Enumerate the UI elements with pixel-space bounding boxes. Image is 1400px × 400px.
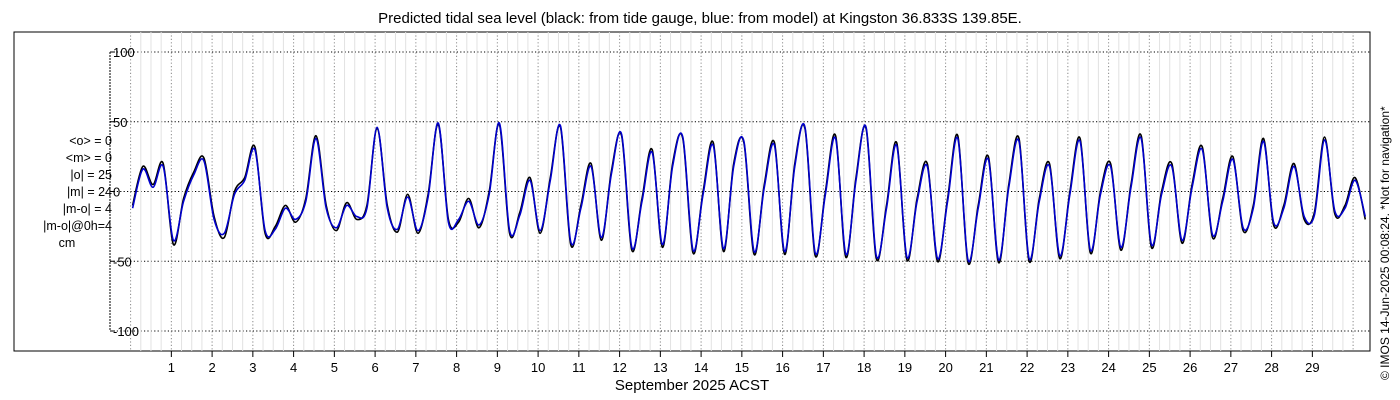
series-lines — [131, 122, 1367, 266]
x-tick-label: 9 — [494, 360, 501, 375]
x-tick-label: 16 — [775, 360, 789, 375]
y-tick-label: 100 — [113, 45, 135, 60]
stat-abs-obs: |o| = 25 — [70, 168, 112, 182]
x-tick-label: 29 — [1305, 360, 1319, 375]
x-tick-label: 21 — [979, 360, 993, 375]
x-tick-label: 17 — [816, 360, 830, 375]
y-axis: 100 50 0 -50 -100 — [109, 45, 139, 339]
stats-panel: <o> = 0 <m> = 0 |o| = 25 |m| = 24 |m-o| … — [22, 133, 112, 252]
x-tick-label: 20 — [938, 360, 952, 375]
x-tick-label: 7 — [412, 360, 419, 375]
y-tick-label: 0 — [113, 185, 120, 200]
chart-title: Predicted tidal sea level (black: from t… — [378, 10, 1022, 27]
x-axis: 1 2 3 4 5 6 7 8 9 10 11 12 13 14 15 16 17 18 19 20 21 22 23 24 2… — [168, 351, 1320, 375]
stat-abs-diff: |m-o| = 4 — [62, 202, 112, 216]
x-tick-label: 27 — [1224, 360, 1238, 375]
x-tick-label: 26 — [1183, 360, 1197, 375]
x-tick-label: 14 — [694, 360, 708, 375]
y-tick-label: -100 — [113, 324, 139, 339]
x-tick-label: 1 — [168, 360, 175, 375]
stat-abs-diff-0h: |m-o|@0h=4 — [43, 219, 112, 233]
x-tick-label: 2 — [208, 360, 215, 375]
x-tick-label: 25 — [1142, 360, 1156, 375]
x-tick-label: 19 — [898, 360, 912, 375]
stat-abs-model: |m| = 24 — [66, 185, 112, 199]
axes-frame — [13, 31, 1371, 352]
x-tick-label: 12 — [612, 360, 626, 375]
x-tick-label: 23 — [1061, 360, 1075, 375]
x-tick-label: 18 — [857, 360, 871, 375]
series-line-from-model — [131, 122, 1367, 263]
y-tick-label: -50 — [113, 254, 132, 269]
x-tick-label: 3 — [249, 360, 256, 375]
x-tick-label: 13 — [653, 360, 667, 375]
x-tick-label: 6 — [371, 360, 378, 375]
x-axis-label: September 2025 ACST — [615, 377, 769, 394]
x-tick-label: 28 — [1264, 360, 1278, 375]
stat-mean-model: <m> = 0 — [65, 151, 112, 165]
x-tick-label: 4 — [290, 360, 297, 375]
x-tick-label: 22 — [1020, 360, 1034, 375]
grid-lines — [110, 32, 1370, 351]
x-tick-label: 10 — [531, 360, 545, 375]
x-tick-label: 11 — [572, 360, 586, 375]
stat-unit: cm — [58, 236, 76, 250]
stat-mean-obs: <o> = 0 — [69, 134, 112, 148]
x-tick-label: 5 — [331, 360, 338, 375]
x-tick-label: 24 — [1101, 360, 1115, 375]
y-tick-label: 50 — [113, 115, 127, 130]
x-tick-label: 8 — [453, 360, 460, 375]
x-tick-label: 15 — [735, 360, 749, 375]
